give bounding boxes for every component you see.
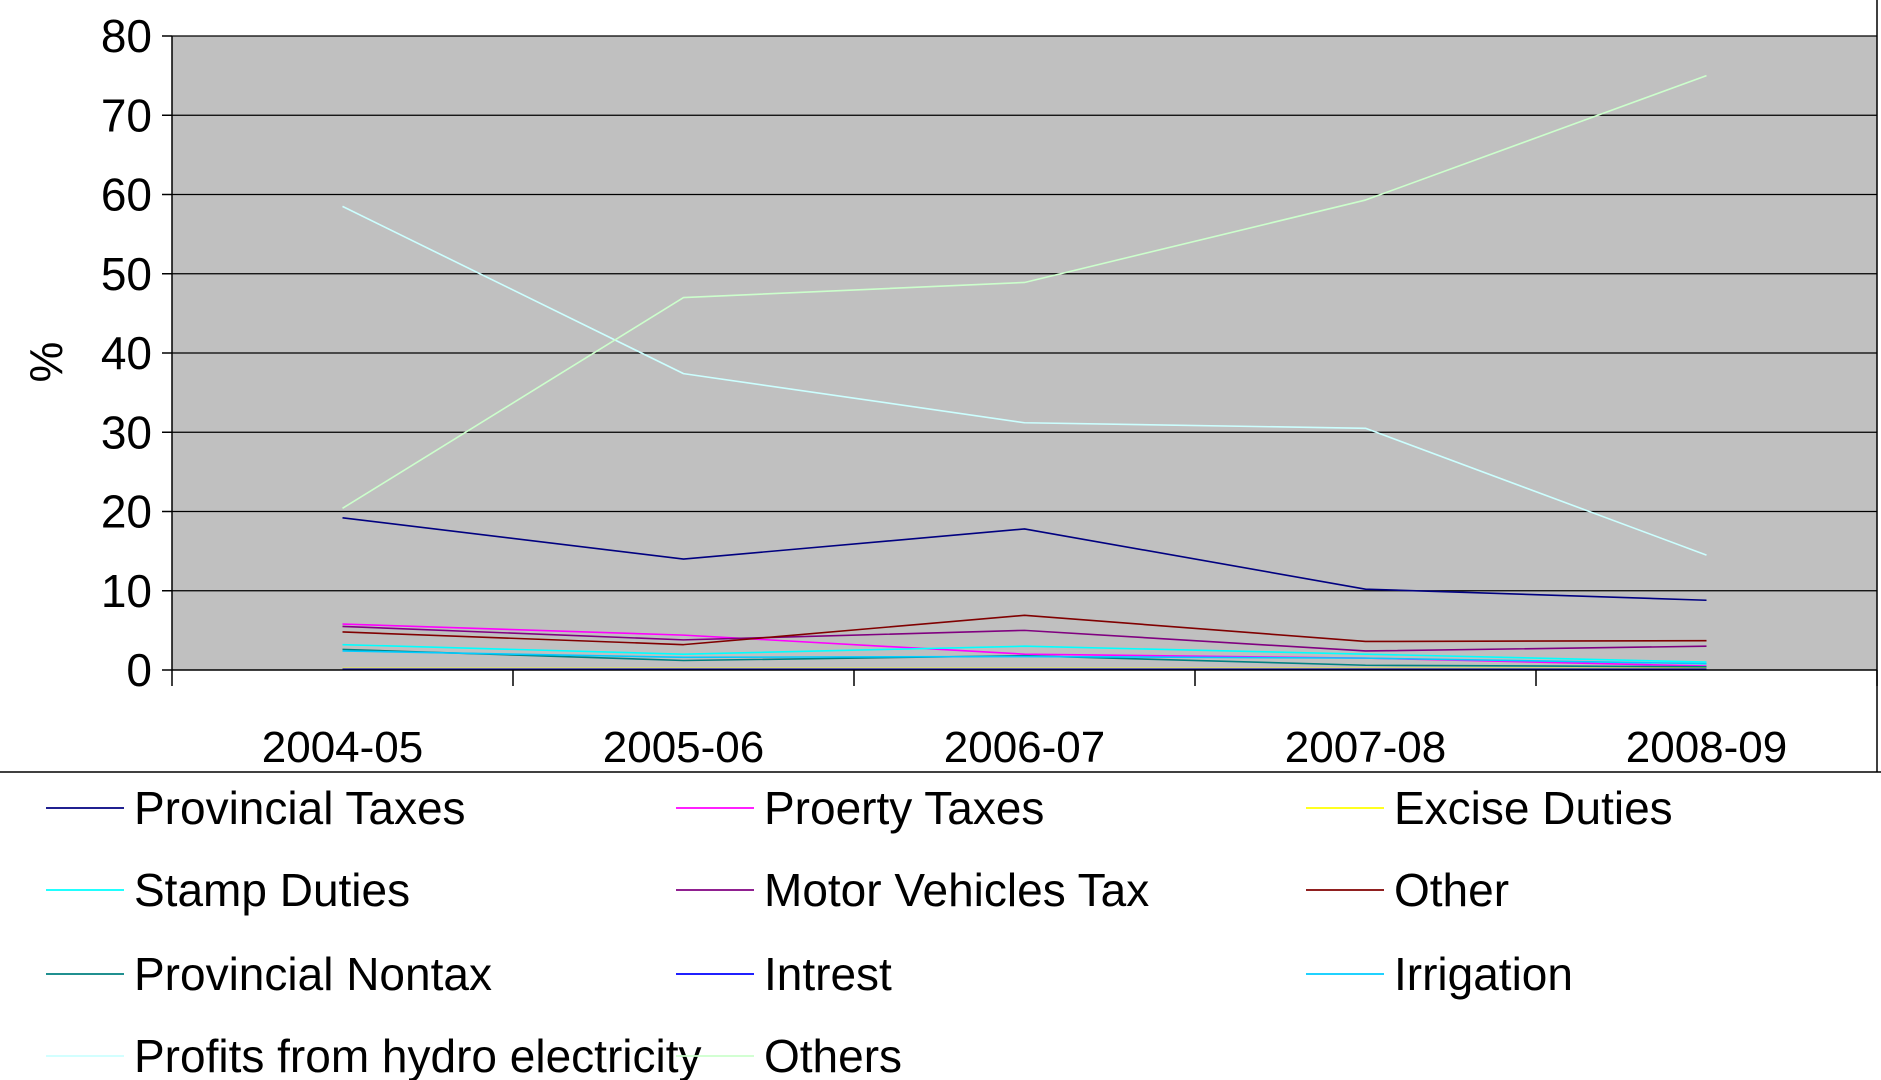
legend-item: Profits from hydro electricity [46, 1030, 701, 1080]
legend-item: Motor Vehicles Tax [676, 864, 1149, 916]
series-line-1 [342, 517, 1707, 602]
x-axis-ticks: 2004-05 2005-06 2006-07 2007-08 2008-09 [262, 723, 1787, 772]
series-line-11 [342, 74, 1707, 510]
legend-item: Provincial Nontax [46, 948, 492, 1000]
legend-item: Proerty Taxes [676, 782, 1044, 834]
y-tick-label: 10 [101, 565, 152, 617]
legend-item: Provincial Taxes [46, 782, 466, 834]
legend-label: Others [764, 1030, 902, 1080]
x-tick-label: 2008-09 [1626, 723, 1787, 772]
x-tick-label: 2006-07 [944, 723, 1105, 772]
series-line-10 [342, 205, 1707, 556]
x-tick-label: 2007-08 [1285, 723, 1446, 772]
gridlines [172, 35, 1877, 592]
legend-item: Other [1306, 864, 1509, 916]
legend-item: Irrigation [1306, 948, 1573, 1000]
series-line-4 [342, 643, 1707, 663]
legend-label: Stamp Duties [134, 864, 410, 916]
legend-label: Provincial Taxes [134, 782, 466, 834]
axes [162, 35, 1878, 686]
y-tick-label: 50 [101, 248, 152, 300]
y-tick-label: 30 [101, 406, 152, 458]
y-tick-label: 0 [126, 644, 152, 696]
x-tick-label: 2004-05 [262, 723, 423, 772]
legend-label: Irrigation [1394, 948, 1573, 1000]
legend-label: Proerty Taxes [764, 782, 1044, 834]
series-line-5 [342, 625, 1707, 652]
legend-label: Intrest [764, 948, 892, 1000]
y-tick-label: 70 [101, 89, 152, 141]
legend-label: Provincial Nontax [134, 948, 492, 1000]
y-tick-label: 40 [101, 327, 152, 379]
y-axis-label: % [20, 342, 72, 383]
legend-item: Excise Duties [1306, 782, 1673, 834]
y-axis-ticks: 0 10 20 30 40 50 60 70 80 [101, 10, 152, 696]
legend-label: Motor Vehicles Tax [764, 864, 1149, 916]
x-tick-label: 2005-06 [603, 723, 764, 772]
y-tick-label: 80 [101, 10, 152, 62]
legend-label: Excise Duties [1394, 782, 1673, 834]
legend-item: Stamp Duties [46, 864, 410, 916]
series-line-9 [342, 650, 1707, 665]
legend-label: Other [1394, 864, 1509, 916]
series-line-6 [342, 614, 1707, 646]
legend-item: Intrest [676, 948, 892, 1000]
legend-item: Others [676, 1030, 902, 1080]
y-tick-label: 60 [101, 169, 152, 221]
y-tick-label: 20 [101, 486, 152, 538]
legend-label: Profits from hydro electricity [134, 1030, 701, 1080]
series-lines [342, 74, 1707, 671]
